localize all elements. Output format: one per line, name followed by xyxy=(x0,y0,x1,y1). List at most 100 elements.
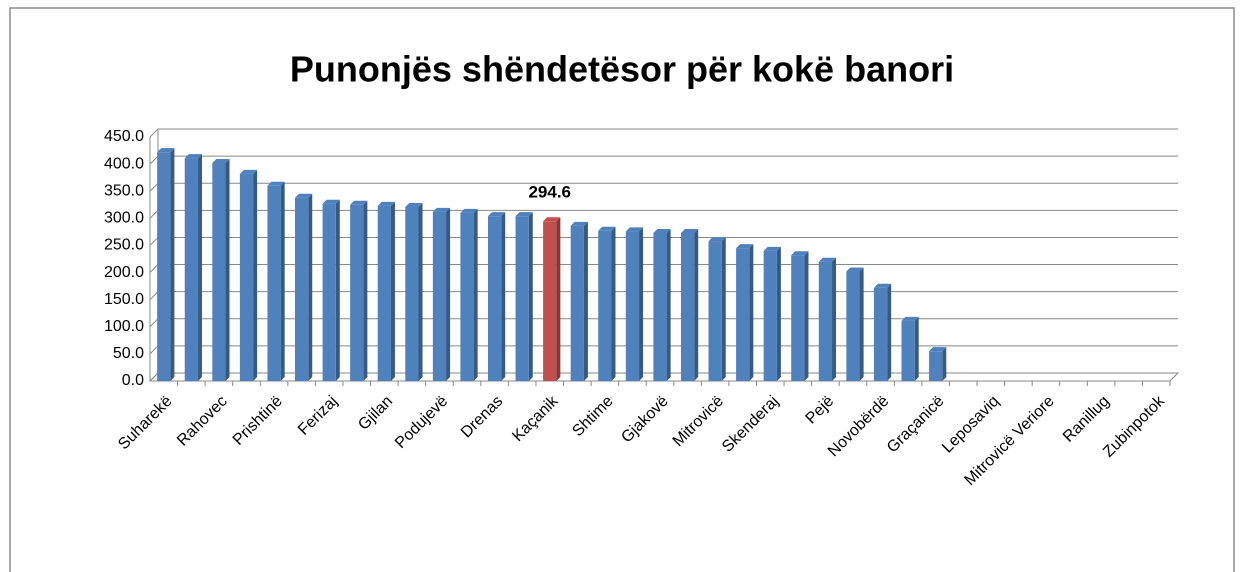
bar xyxy=(212,163,226,381)
bar-side xyxy=(583,221,588,381)
bar-top xyxy=(487,212,506,217)
bar-side xyxy=(528,212,533,381)
bar-top xyxy=(460,208,478,213)
bar xyxy=(570,225,584,381)
y-tick-label: 200.0 xyxy=(104,264,144,281)
bar xyxy=(818,261,833,381)
bar xyxy=(543,221,557,381)
y-tick-label: 250.0 xyxy=(104,237,144,254)
bar-top xyxy=(625,227,644,232)
bar xyxy=(763,250,777,381)
bar-top xyxy=(350,200,368,205)
bar xyxy=(460,212,474,381)
bar xyxy=(350,204,364,381)
bar-side xyxy=(253,169,258,381)
bar-side xyxy=(225,159,230,381)
bar xyxy=(405,206,419,381)
bar-top xyxy=(653,228,671,233)
bar-side xyxy=(887,283,892,381)
bar-side xyxy=(501,212,506,381)
bar-top xyxy=(405,202,423,207)
bar xyxy=(901,320,915,381)
y-tick-label: 300.0 xyxy=(104,210,144,227)
y-tick-label: 0.0 xyxy=(122,372,144,389)
bar-side xyxy=(363,200,368,381)
bar-top xyxy=(515,212,533,217)
bar-side xyxy=(170,148,175,381)
bar-side xyxy=(694,228,699,381)
y-tick-label: 400.0 xyxy=(104,155,144,172)
bar-side xyxy=(335,199,340,381)
bar-side xyxy=(611,226,616,381)
bar xyxy=(432,211,447,381)
bar xyxy=(625,231,640,381)
bar xyxy=(377,205,391,381)
bar-side xyxy=(749,244,754,381)
bar-top xyxy=(184,154,202,159)
bar-top xyxy=(873,283,892,288)
bar-top xyxy=(377,201,395,206)
bar-top xyxy=(763,246,781,251)
bar xyxy=(184,158,198,381)
bar-side xyxy=(942,347,947,381)
bar xyxy=(846,271,860,381)
bar-side xyxy=(308,193,313,381)
bar-side xyxy=(197,154,202,381)
bar-top xyxy=(212,159,230,164)
bar-side xyxy=(556,217,561,381)
bar-top xyxy=(267,181,285,186)
bar-side xyxy=(418,202,423,381)
bar xyxy=(239,173,254,381)
bar-top xyxy=(901,316,919,321)
grid-line xyxy=(149,128,1178,138)
bar-top xyxy=(239,169,258,174)
value-label: 294.6 xyxy=(528,183,571,202)
bar-top xyxy=(543,217,561,222)
bar-side xyxy=(721,237,726,381)
bar-top xyxy=(929,347,947,352)
bar xyxy=(295,197,309,381)
bar-top xyxy=(818,257,837,262)
bar-side xyxy=(473,208,478,381)
bar-side xyxy=(914,316,919,381)
y-tick-label: 350.0 xyxy=(104,182,144,199)
bar-side xyxy=(390,201,395,381)
bar-top xyxy=(295,193,313,198)
bar-side xyxy=(804,251,809,381)
bar xyxy=(873,287,888,381)
bar-side xyxy=(446,207,451,381)
bar-top xyxy=(846,267,864,272)
bar-side xyxy=(666,228,671,381)
bar xyxy=(708,241,722,381)
bar xyxy=(653,232,667,381)
bar xyxy=(515,216,529,381)
bar xyxy=(322,203,336,381)
bar-top xyxy=(322,199,340,204)
bar xyxy=(267,185,281,381)
bar-top xyxy=(736,244,754,249)
y-tick-label: 150.0 xyxy=(104,291,144,308)
bar xyxy=(680,232,695,381)
bar-side xyxy=(859,267,864,381)
bar xyxy=(487,216,502,381)
y-tick-label: 100.0 xyxy=(104,318,144,335)
y-tick-label: 50.0 xyxy=(113,345,144,362)
bar-top xyxy=(432,207,451,212)
y-tick-label: 450.0 xyxy=(104,128,144,145)
bar-side xyxy=(832,257,837,381)
bar xyxy=(736,248,750,381)
bar-top xyxy=(570,221,588,226)
bar-top xyxy=(680,228,699,233)
chart-title: Punonjës shëndetësor për kokë banori xyxy=(290,49,954,90)
bar-top xyxy=(598,226,616,231)
bar-top xyxy=(791,251,809,256)
bar-side xyxy=(776,246,781,381)
bar-top xyxy=(708,237,726,242)
bar xyxy=(157,152,171,381)
bar-top xyxy=(157,148,175,153)
bar-side xyxy=(639,227,644,381)
bar xyxy=(791,255,805,381)
bar xyxy=(929,351,943,381)
